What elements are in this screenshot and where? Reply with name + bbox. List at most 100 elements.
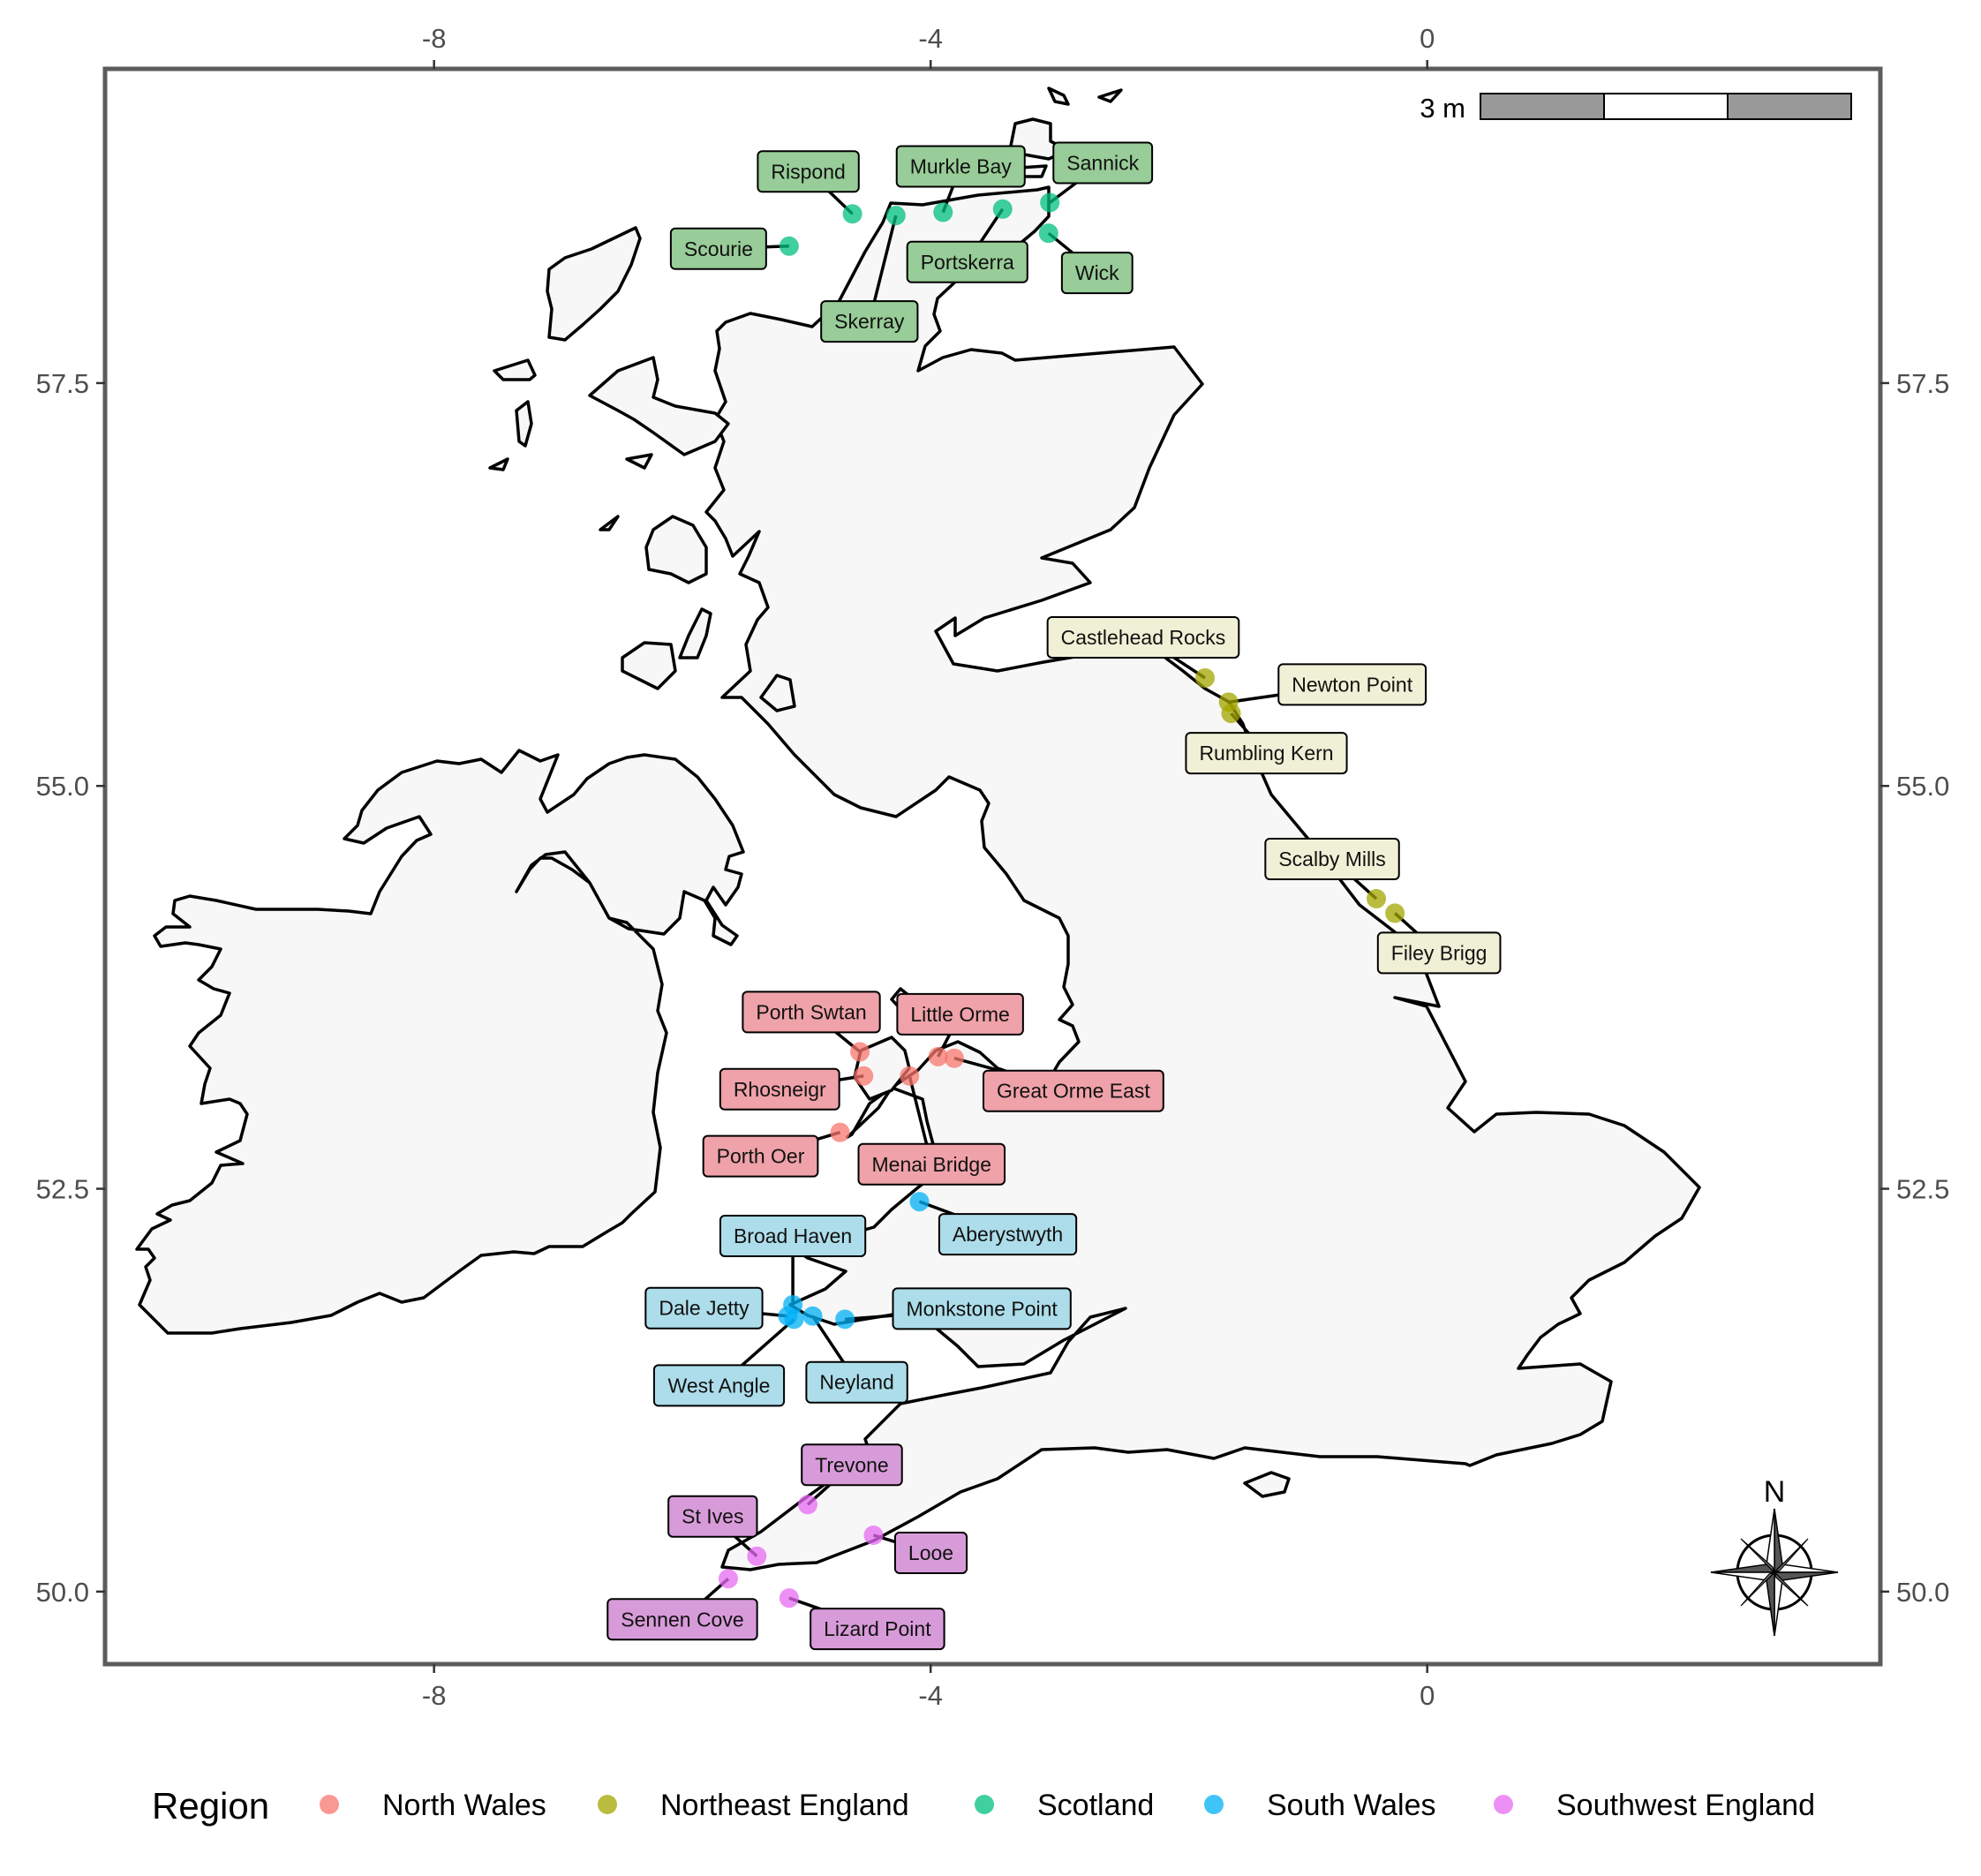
site-label-text: Portskerra <box>921 251 1014 274</box>
x-tick-label-top: -4 <box>918 23 943 54</box>
site-label-lizard-point: Lizard Point <box>810 1608 945 1651</box>
legend-key-south-wales <box>1204 1795 1224 1814</box>
site-point-murkle-bay <box>933 202 953 222</box>
site-label-box <box>895 145 1026 188</box>
y-tick-label-right: 55.0 <box>1896 771 1949 802</box>
site-label-scalby-mills: Scalby Mills <box>1264 838 1400 881</box>
y-tick-label-left: 52.5 <box>36 1174 89 1205</box>
site-label-text: Sannick <box>1066 151 1139 174</box>
y-tick-label-left: 50.0 <box>36 1577 89 1608</box>
site-label-text: Sennen Cove <box>621 1608 743 1631</box>
uist-island <box>493 358 537 381</box>
site-label-text: Looe <box>908 1541 953 1564</box>
site-point-neyland <box>802 1306 823 1326</box>
y-tick-label-right: 52.5 <box>1896 1174 1949 1205</box>
site-label-box <box>1046 615 1240 659</box>
site-label-great-orme-east: Great Orme East <box>982 1069 1164 1112</box>
site-label-text: Aberystwyth <box>953 1223 1063 1246</box>
site-label-dale-jetty: Dale Jetty <box>644 1286 764 1330</box>
site-label-text: West Angle <box>668 1374 771 1397</box>
small-isle-c <box>599 515 620 531</box>
site-point-skerray <box>885 206 906 226</box>
site-label-neyland: Neyland <box>805 1360 908 1404</box>
site-label-skerray: Skerray <box>820 300 919 343</box>
site-point-castlehead-rocks <box>1194 667 1215 688</box>
site-label-text: Castlehead Rocks <box>1061 626 1226 649</box>
jura-island <box>678 607 712 659</box>
site-label-box <box>906 240 1028 283</box>
scale-bar-label: 3 m <box>1420 93 1465 124</box>
site-label-box <box>1264 838 1400 881</box>
north-arrow-label: N <box>1764 1475 1786 1509</box>
site-label-box <box>742 991 881 1034</box>
site-label-text: Menai Bridge <box>872 1153 992 1176</box>
site-label-little-orme: Little Orme <box>896 992 1024 1036</box>
site-label-box <box>820 300 919 343</box>
arran-island <box>759 674 796 712</box>
scale-bar-segment-3 <box>1727 93 1852 120</box>
legend-label-south-wales: South Wales <box>1267 1789 1436 1822</box>
site-label-text: Rumbling Kern <box>1199 742 1333 765</box>
north-arrow: N <box>1710 1475 1839 1637</box>
site-label-box <box>652 1364 786 1407</box>
site-label-box <box>892 1287 1072 1330</box>
y-tick-label-left: 57.5 <box>36 368 89 399</box>
site-label-text: Filey Brigg <box>1391 941 1488 964</box>
site-label-box <box>606 1598 758 1641</box>
axes: -8 -8 -4 -4 0 0 50.0 50.0 52.5 52.5 55.0 55.0 57.5 57… <box>36 23 1950 1711</box>
orkney-north-b <box>1097 88 1123 103</box>
site-point-looe <box>863 1525 884 1545</box>
legend-key-southwest-england <box>1494 1795 1513 1814</box>
site-label-box <box>757 150 860 193</box>
site-label-box <box>938 1213 1078 1256</box>
site-label-monkstone-point: Monkstone Point <box>892 1287 1072 1330</box>
site-label-west-angle: West Angle <box>652 1364 786 1407</box>
site-point-rumbling-kern <box>1221 704 1241 724</box>
ireland-landmass <box>135 749 745 1335</box>
site-label-text: Dale Jetty <box>659 1297 749 1320</box>
site-label-st-ives: St Ives <box>667 1495 758 1538</box>
site-point-little-orme <box>928 1046 948 1066</box>
site-label-aberystwyth: Aberystwyth <box>938 1213 1078 1256</box>
site-label-text: Scourie <box>684 237 753 260</box>
site-label-box <box>857 1142 1006 1186</box>
site-label-porth-oer: Porth Oer <box>702 1134 819 1178</box>
site-point-st-ives <box>747 1546 767 1566</box>
site-point-west-angle <box>784 1309 804 1330</box>
site-point-aberystwyth <box>909 1192 930 1212</box>
site-label-text: Porth Swtan <box>756 1000 866 1023</box>
site-label-broad-haven: Broad Haven <box>719 1214 867 1257</box>
site-label-text: Newton Point <box>1292 673 1412 696</box>
site-points <box>718 192 1405 1609</box>
site-point-monkstone-point <box>835 1309 855 1330</box>
x-tick-label-top: 0 <box>1420 23 1435 54</box>
site-label-text: Murkle Bay <box>910 154 1013 177</box>
site-label-box <box>719 1214 867 1257</box>
barra-island <box>515 400 533 448</box>
compass-rose-icon <box>1710 1508 1839 1637</box>
site-label-text: Broad Haven <box>734 1224 852 1247</box>
site-point-porth-oer <box>830 1122 850 1142</box>
site-label-box <box>702 1134 819 1178</box>
y-tick-label-right: 57.5 <box>1896 368 1949 399</box>
site-point-great-orme-east <box>944 1048 964 1068</box>
site-label-rhosneigr: Rhosneigr <box>719 1067 840 1111</box>
scale-bar: 3 m <box>1420 93 1852 124</box>
islay-island <box>621 641 677 690</box>
site-label-text: Little Orme <box>910 1003 1009 1026</box>
site-label-text: Scalby Mills <box>1278 848 1385 870</box>
small-isle-a <box>488 457 509 471</box>
plot-panel-border <box>102 66 1883 1667</box>
scale-bar-segment-2 <box>1603 93 1729 120</box>
site-label-text: Skerray <box>834 310 905 333</box>
site-label-box <box>1376 931 1502 975</box>
site-point-portskerra <box>992 199 1013 219</box>
site-point-trevone <box>797 1495 817 1515</box>
site-label-filey-brigg: Filey Brigg <box>1376 931 1502 975</box>
site-label-box <box>801 1443 903 1487</box>
site-label-box <box>1185 732 1348 775</box>
site-label-text: Monkstone Point <box>906 1297 1058 1320</box>
site-label-box <box>893 1531 968 1574</box>
site-point-rispond <box>842 204 862 224</box>
